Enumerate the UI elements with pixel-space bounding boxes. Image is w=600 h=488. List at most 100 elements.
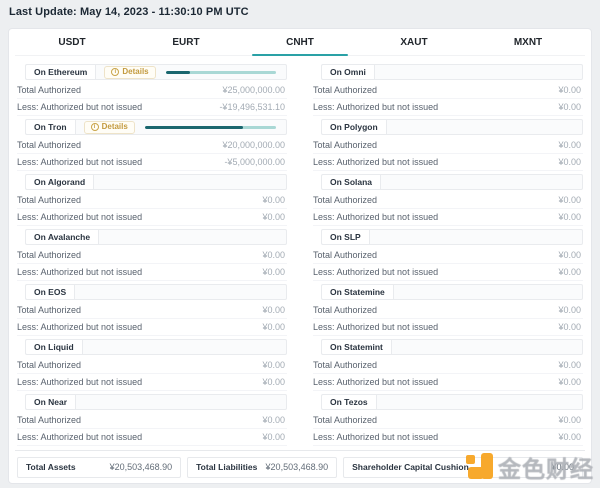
chains-column-left: On Ethereum i Details Total Authorized ¥25,0… — [17, 64, 287, 449]
total-authorized-row: Total Authorized ¥20,000,000.00 — [17, 137, 287, 154]
tab-eurt[interactable]: EURT — [129, 29, 243, 55]
total-authorized-row: Total Authorized ¥0.00 — [17, 412, 287, 429]
chain-panel-on-algorand: On Algorand Total Authorized ¥0.00 Less: Au… — [17, 174, 287, 226]
details-button[interactable]: i Details — [83, 120, 135, 134]
chain-panel-on-slp: On SLP Total Authorized ¥0.00 Less: Authori… — [313, 229, 583, 281]
chain-name: On Ethereum — [26, 65, 97, 79]
tab-mxnt[interactable]: MXNT — [471, 29, 585, 55]
chain-name: On Tezos — [322, 395, 377, 409]
chain-panel-on-statemint: On Statemint Total Authorized ¥0.00 Less: A… — [313, 339, 583, 391]
chain-name: On Solana — [322, 175, 382, 189]
chain-panel-on-statemine: On Statemine Total Authorized ¥0.00 Less: A… — [313, 284, 583, 336]
row-label: Less: Authorized but not issued — [313, 322, 439, 332]
less-not-issued-row: Less: Authorized but not issued ¥0.00 — [313, 264, 583, 281]
panel-header: On Algorand — [25, 174, 287, 190]
footer-value: ¥20,503,468.90 — [109, 462, 173, 472]
row-label: Less: Authorized but not issued — [17, 157, 143, 167]
less-not-issued-row: Less: Authorized but not issued ¥0.00 — [313, 99, 583, 116]
chain-panel-on-liquid: On Liquid Total Authorized ¥0.00 Less: Auth… — [17, 339, 287, 391]
row-label: Less: Authorized but not issued — [17, 102, 143, 112]
row-label: Less: Authorized but not issued — [17, 377, 143, 387]
less-not-issued-row: Less: Authorized but not issued ¥0.00 — [313, 374, 583, 391]
panel-header: On EOS — [25, 284, 287, 300]
row-value: -¥5,000,000.00 — [224, 157, 285, 167]
row-label: Less: Authorized but not issued — [17, 267, 143, 277]
row-value: ¥0.00 — [558, 212, 581, 222]
row-value: ¥20,000,000.00 — [222, 140, 285, 150]
row-label: Total Authorized — [17, 195, 82, 205]
panel-header: On Polygon — [321, 119, 583, 135]
row-label: Less: Authorized but not issued — [17, 212, 143, 222]
chain-name: On Algorand — [26, 175, 95, 189]
row-label: Total Authorized — [17, 140, 82, 150]
row-value: ¥0.00 — [558, 140, 581, 150]
panel-header: On Statemine — [321, 284, 583, 300]
total-authorized-row: Total Authorized ¥0.00 — [313, 192, 583, 209]
row-value: ¥0.00 — [558, 322, 581, 332]
row-label: Less: Authorized but not issued — [313, 157, 439, 167]
tab-label: EURT — [172, 36, 200, 48]
tab-usdt[interactable]: USDT — [15, 29, 129, 55]
total-authorized-row: Total Authorized ¥0.00 — [313, 247, 583, 264]
row-label: Less: Authorized but not issued — [17, 322, 143, 332]
row-label: Total Authorized — [313, 195, 378, 205]
panel-header: On Ethereum i Details — [25, 64, 287, 80]
less-not-issued-row: Less: Authorized but not issued ¥0.00 — [17, 374, 287, 391]
chain-name: On Statemine — [322, 285, 394, 299]
tab-label: XAUT — [400, 36, 428, 48]
panel-header: On Tron i Details — [25, 119, 287, 135]
row-value: ¥0.00 — [558, 102, 581, 112]
row-value: ¥0.00 — [262, 305, 285, 315]
panel-header: On Liquid — [25, 339, 287, 355]
tab-label: USDT — [58, 36, 86, 48]
row-value: ¥0.00 — [558, 250, 581, 260]
chain-name: On SLP — [322, 230, 370, 244]
chain-panel-on-avalanche: On Avalanche Total Authorized ¥0.00 Less: A… — [17, 229, 287, 281]
footer-label: Shareholder Capital Cushion — [352, 462, 469, 472]
last-update-text: Last Update: May 14, 2023 - 11:30:10 PM … — [9, 6, 249, 18]
less-not-issued-row: Less: Authorized but not issued ¥0.00 — [313, 154, 583, 171]
footer-box-shareholder-capital-cushion: Shareholder Capital Cushion ¥0.00 — [343, 456, 583, 478]
row-label: Total Authorized — [313, 85, 378, 95]
row-value: ¥0.00 — [558, 360, 581, 370]
row-value: -¥19,496,531.10 — [219, 102, 285, 112]
row-value: ¥0.00 — [262, 432, 285, 442]
row-value: ¥0.00 — [262, 377, 285, 387]
less-not-issued-row: Less: Authorized but not issued ¥0.00 — [17, 429, 287, 446]
total-authorized-row: Total Authorized ¥0.00 — [17, 357, 287, 374]
issued-progress-bar — [144, 125, 276, 129]
row-label: Total Authorized — [313, 250, 378, 260]
less-not-issued-row: Less: Authorized but not issued ¥0.00 — [17, 264, 287, 281]
row-value: ¥0.00 — [558, 305, 581, 315]
footer-value: ¥0.00 — [551, 462, 574, 472]
total-authorized-row: Total Authorized ¥0.00 — [17, 192, 287, 209]
chain-panel-on-near: On Near Total Authorized ¥0.00 Less: Author… — [17, 394, 287, 446]
panel-header: On Avalanche — [25, 229, 287, 245]
total-authorized-row: Total Authorized ¥0.00 — [313, 137, 583, 154]
row-label: Less: Authorized but not issued — [313, 212, 439, 222]
chain-panel-on-polygon: On Polygon Total Authorized ¥0.00 Less: Aut… — [313, 119, 583, 171]
row-value: ¥0.00 — [558, 157, 581, 167]
issued-progress-fill — [165, 70, 190, 74]
tab-label: MXNT — [513, 36, 543, 48]
row-value: ¥0.00 — [558, 377, 581, 387]
tab-xaut[interactable]: XAUT — [357, 29, 471, 55]
panel-header: On Statemint — [321, 339, 583, 355]
panel-header: On Near — [25, 394, 287, 410]
total-authorized-row: Total Authorized ¥25,000,000.00 — [17, 82, 287, 99]
total-authorized-row: Total Authorized ¥0.00 — [313, 357, 583, 374]
chain-name: On Tron — [26, 120, 76, 134]
total-authorized-row: Total Authorized ¥0.00 — [313, 82, 583, 99]
chain-name: On Near — [26, 395, 77, 409]
chain-name: On Avalanche — [26, 230, 100, 244]
footer-value: ¥20,503,468.90 — [265, 462, 329, 472]
chain-name: On Statemint — [322, 340, 392, 354]
row-label: Less: Authorized but not issued — [313, 377, 439, 387]
less-not-issued-row: Less: Authorized but not issued ¥0.00 — [313, 209, 583, 226]
row-value: ¥0.00 — [558, 267, 581, 277]
less-not-issued-row: Less: Authorized but not issued ¥0.00 — [17, 209, 287, 226]
tab-cnht[interactable]: CNHT — [243, 29, 357, 56]
total-authorized-row: Total Authorized ¥0.00 — [313, 412, 583, 429]
details-button[interactable]: i Details — [104, 65, 156, 79]
row-value: ¥0.00 — [262, 360, 285, 370]
